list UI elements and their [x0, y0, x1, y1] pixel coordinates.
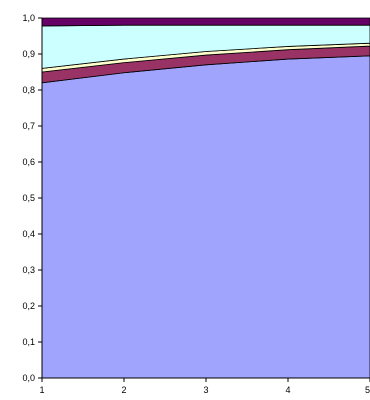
- x-tick-label: 2: [121, 385, 126, 395]
- y-tick-label: 0,2: [22, 301, 35, 311]
- y-tick-label: 0,1: [22, 337, 35, 347]
- x-tick-label: 3: [203, 385, 208, 395]
- plot-area: [41, 17, 370, 379]
- area-series-1: [41, 55, 370, 379]
- y-tick-label: 0,7: [22, 121, 35, 131]
- y-tick-label: 0,3: [22, 265, 35, 275]
- x-axis: 1 2 3 4 5: [39, 377, 370, 395]
- area-series-5: [41, 17, 370, 27]
- y-tick-label: 0,4: [22, 229, 35, 239]
- x-tick-label: 4: [285, 385, 290, 395]
- y-axis: 0,0 0,1 0,2 0,3 0,4 0,5 0,6 0,7 0,8 0,9 1,0: [22, 13, 43, 383]
- x-tick-label: 1: [39, 385, 44, 395]
- y-tick-label: 0,9: [22, 49, 35, 59]
- y-tick-label: 0,8: [22, 85, 35, 95]
- x-tick-label: 5: [365, 385, 370, 395]
- y-tick-label: 0,6: [22, 157, 35, 167]
- y-tick-label: 0,0: [22, 373, 35, 383]
- y-tick-label: 0,5: [22, 193, 35, 203]
- y-tick-label: 1,0: [22, 13, 35, 23]
